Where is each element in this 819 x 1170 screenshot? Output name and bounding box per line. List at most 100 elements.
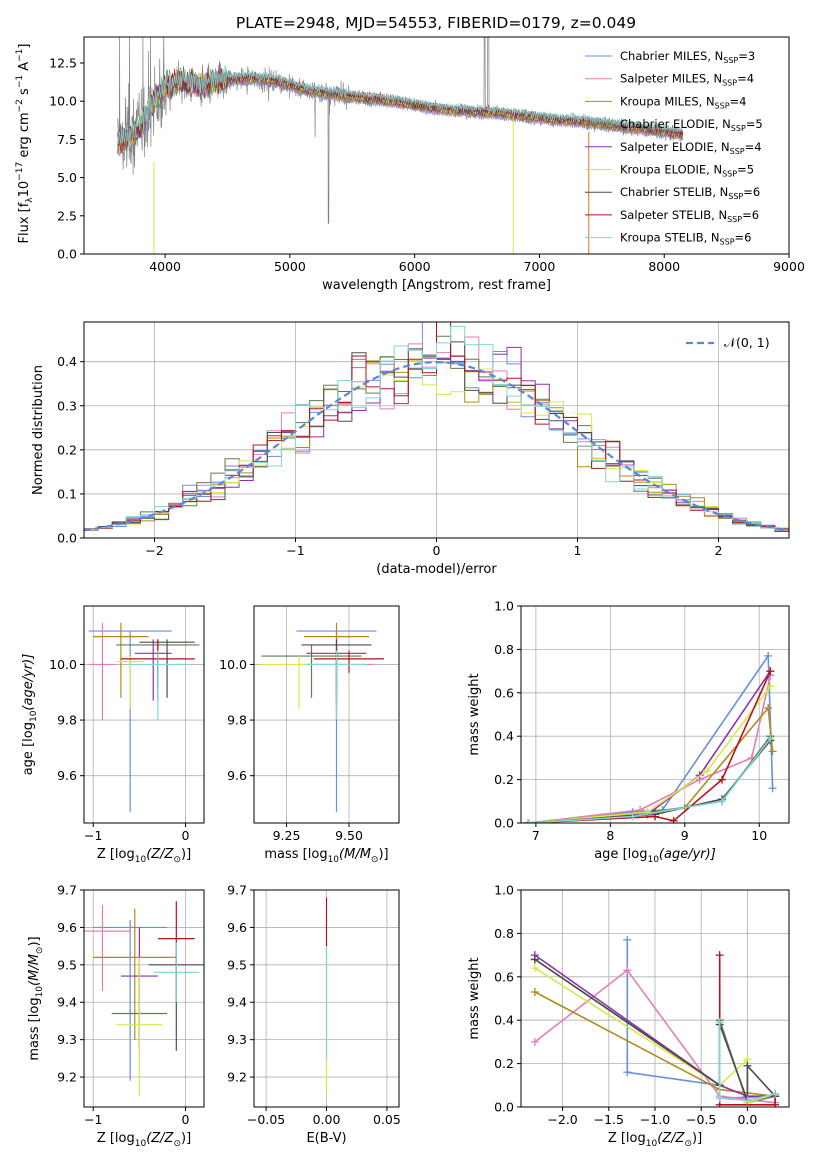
x-tick-label: 0.05	[373, 1112, 401, 1127]
x-tick-label: 4000	[149, 259, 181, 274]
weight-marker	[766, 667, 775, 676]
weight-marker	[623, 1068, 632, 1077]
y-tick-label: 9.6	[57, 920, 77, 935]
weight-line-4	[528, 670, 772, 823]
weight-marker	[530, 955, 539, 964]
x-tick-label: 9	[681, 828, 689, 843]
residuals-plot	[84, 322, 789, 534]
y-tick-label: 9.2	[57, 1070, 77, 1085]
weight-vs-age-panel: 7 8 9 10 0.0 0.2 0.4 0.6 0.8 1.0 age [log10(age/yr…	[467, 599, 790, 865]
model-spectrum-8	[117, 64, 683, 146]
x-tick-label: 5000	[274, 259, 306, 274]
age-vs-mass-grid	[254, 606, 399, 823]
x-tick-label: 0.0	[737, 1112, 757, 1127]
legend-entry-6: Chabrier STELIB, NSSP=6	[620, 185, 760, 201]
y-tick-label: 0.6	[494, 685, 514, 700]
legend-entry-1: Salpeter MILES, NSSP=4	[620, 72, 754, 88]
weight-marker	[766, 734, 775, 743]
y-tick-label: 0.4	[494, 1013, 514, 1028]
legend-entry-7: Salpeter STELIB, NSSP=6	[620, 208, 759, 224]
weight-marker	[715, 1094, 724, 1103]
legend-entry-0: Chabrier MILES, NSSP=3	[620, 49, 755, 65]
weight-vs-age-plot	[524, 651, 777, 823]
weight-marker	[623, 935, 632, 944]
weight-marker	[766, 682, 775, 691]
weight-marker	[764, 703, 773, 712]
weight-marker	[743, 1096, 752, 1105]
weight-marker	[771, 1089, 780, 1098]
age-vs-Z-plot	[88, 622, 200, 812]
y-axis-label: mass weight	[467, 673, 482, 755]
x-tick-label: −0.5	[686, 1112, 716, 1127]
x-tick-label: 8000	[648, 259, 680, 274]
y-tick-label: 9.3	[227, 1032, 247, 1047]
legend-entry-8: Kroupa STELIB, NSSP=6	[620, 231, 751, 247]
weight-marker	[530, 964, 539, 973]
weight-marker	[718, 775, 726, 784]
y-tick-label: 9.5	[57, 957, 77, 972]
x-tick-label: 1	[574, 543, 582, 558]
y-axis-label: Normed distribution	[31, 365, 46, 495]
weight-line-7	[528, 670, 772, 823]
legend-entry-3: Chabrier ELODIE, NSSP=5	[620, 117, 763, 133]
weight-marker	[623, 966, 632, 975]
mass-vs-EBV-frame	[253, 889, 400, 1108]
y-tick-label: 9.7	[227, 883, 247, 898]
weight-marker	[718, 797, 726, 806]
weight-line-4	[534, 954, 776, 1097]
x-tick-label: −0.05	[247, 1112, 285, 1127]
y-tick-label: 9.6	[227, 768, 247, 783]
legend-normal-label: 𝒩(0, 1)	[724, 335, 770, 350]
x-tick-label: 10	[751, 828, 767, 843]
weight-marker	[743, 1061, 752, 1070]
y-tick-label: 0.0	[57, 531, 77, 546]
x-tick-label: 2	[715, 543, 723, 558]
legend-entry-2: Kroupa MILES, NSSP=4	[620, 94, 746, 110]
y-tick-label: 9.4	[57, 995, 77, 1010]
spectrum-frame	[83, 36, 790, 255]
x-tick-label: 0.00	[313, 1112, 341, 1127]
age-vs-mass-plot	[261, 622, 384, 812]
weight-marker	[524, 819, 533, 823]
y-tick-label: 1.0	[494, 883, 514, 898]
mass-vs-Z-frame	[83, 889, 205, 1108]
weight-marker	[703, 766, 712, 775]
weight-marker	[768, 784, 777, 793]
x-tick-label: 9.25	[273, 828, 301, 843]
weight-vs-Z-frame	[520, 889, 790, 1108]
x-axis-label: Z [log10(Z/Z⊙)]	[97, 847, 191, 865]
y-tick-label: 9.8	[227, 713, 247, 728]
y-tick-label: 10.0	[49, 657, 77, 672]
y-tick-label: 9.8	[57, 713, 77, 728]
y-tick-label: 0.3	[57, 398, 77, 413]
y-tick-label: 0.4	[57, 354, 77, 369]
weight-line-5	[528, 685, 772, 823]
y-tick-label: 1.0	[494, 599, 514, 614]
legend-entry-4: Salpeter ELODIE, NSSP=4	[620, 140, 762, 156]
normal-curve	[84, 360, 787, 532]
residual-histogram-8	[84, 325, 789, 531]
x-tick-label: 9.50	[335, 828, 363, 843]
x-tick-label: −2.0	[547, 1112, 577, 1127]
y-tick-label: 9.6	[57, 768, 77, 783]
weight-line-0	[528, 653, 774, 823]
legend-entry-5: Kroupa ELODIE, NSSP=5	[620, 163, 754, 179]
y-tick-label: 0.2	[494, 1056, 514, 1071]
x-tick-label: 8	[606, 828, 614, 843]
age-vs-Z-panel: −1 0 9.6 9.8 10.0 Z [log10(Z/Z⊙)] age [log10(a…	[21, 605, 205, 865]
residuals-frame	[83, 321, 790, 539]
weight-vs-Z-grid	[521, 889, 789, 1108]
y-tick-label: 10.0	[49, 94, 77, 109]
x-axis-label: (data-model)/error	[376, 562, 497, 577]
residuals-panel: −2 −1 0 1 2 0.0 0.1 0.2 0.3 0.4 (data-model)/error…	[31, 321, 790, 577]
weight-line-8	[528, 737, 772, 823]
x-axis-label: E(B-V)	[306, 1131, 346, 1146]
y-tick-label: 2.5	[57, 208, 77, 223]
x-tick-label: 0	[182, 828, 190, 843]
x-tick-label: 6000	[399, 259, 431, 274]
x-axis-label: wavelength [Angstrom, rest frame]	[322, 278, 551, 293]
y-axis-label: Flux [fλ10−17 erg cm−2 s−1 A−1]	[15, 44, 35, 244]
weight-marker	[530, 1037, 539, 1046]
y-axis-label: mass weight	[467, 957, 482, 1039]
